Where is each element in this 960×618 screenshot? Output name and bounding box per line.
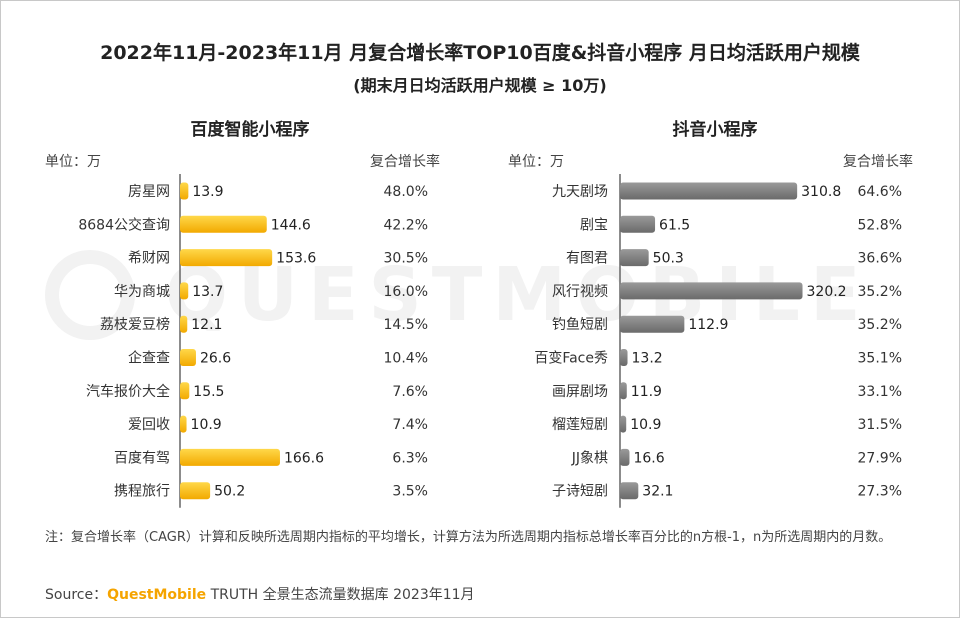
- douyin-value-label: 10.9: [630, 417, 661, 433]
- douyin-category-label: 子诗短剧: [552, 484, 608, 500]
- baidu-panel-title: 百度智能小程序: [190, 120, 310, 140]
- baidu-value-label: 13.9: [192, 184, 223, 200]
- douyin-value-label: 61.5: [659, 217, 690, 233]
- douyin-value-label: 310.8: [801, 184, 841, 200]
- baidu-bar: [180, 249, 273, 267]
- douyin-category-label: 钓鱼短剧: [552, 316, 608, 333]
- douyin-growth-rate: 27.3%: [858, 484, 902, 500]
- baidu-category-label: 房星网: [128, 184, 170, 200]
- douyin-value-label: 16.6: [633, 450, 664, 466]
- douyin-growth-rate: 35.2%: [858, 284, 902, 300]
- baidu-value-label: 144.6: [271, 217, 311, 233]
- douyin-category-label: 风行视频: [552, 284, 608, 300]
- baidu-bar: [180, 415, 187, 433]
- douyin-growth-rate: 35.1%: [858, 351, 902, 367]
- baidu-bar: [180, 448, 280, 466]
- baidu-growth-rate: 42.2%: [384, 217, 428, 233]
- baidu-category-label: 8684公交查询: [78, 216, 170, 233]
- douyin-bar: [620, 315, 685, 333]
- baidu-unit-label: 单位：万: [45, 154, 101, 170]
- baidu-value-label: 10.9: [191, 417, 222, 433]
- baidu-growth-rate: 6.3%: [392, 450, 428, 466]
- douyin-bar: [620, 249, 649, 267]
- douyin-panel-title: 抖音小程序: [672, 120, 758, 140]
- douyin-value-label: 50.3: [653, 251, 684, 267]
- source-prefix: Source：: [45, 587, 108, 603]
- baidu-category-label: 爱回收: [128, 417, 170, 433]
- douyin-bar: [620, 282, 803, 300]
- douyin-bar: [620, 482, 639, 500]
- douyin-bar: [620, 182, 798, 200]
- douyin-category-label: 九天剧场: [552, 184, 608, 200]
- douyin-value-label: 13.2: [632, 351, 663, 367]
- douyin-growth-rate: 27.9%: [858, 450, 902, 466]
- douyin-growth-rate: 33.1%: [858, 384, 902, 400]
- baidu-growth-rate: 30.5%: [384, 251, 428, 267]
- douyin-rate-header: 复合增长率: [843, 154, 913, 170]
- source-brand: QuestMobile: [107, 587, 207, 603]
- baidu-bar: [180, 349, 196, 366]
- baidu-growth-rate: 16.0%: [384, 284, 428, 300]
- douyin-value-label: 32.1: [642, 484, 673, 500]
- baidu-growth-rate: 3.5%: [392, 484, 428, 500]
- baidu-category-label: 汽车报价大全: [86, 383, 170, 400]
- baidu-growth-rate: 7.4%: [392, 417, 428, 433]
- douyin-value-label: 320.2: [807, 284, 847, 300]
- baidu-bar: [180, 382, 190, 400]
- baidu-category-label: 希财网: [128, 251, 170, 267]
- douyin-value-label: 112.9: [688, 317, 728, 333]
- baidu-bar: [180, 282, 189, 300]
- douyin-growth-rate: 36.6%: [858, 251, 902, 267]
- baidu-category-label: 百度有驾: [114, 450, 170, 466]
- baidu-growth-rate: 48.0%: [384, 184, 428, 200]
- douyin-value-label: 11.9: [631, 384, 662, 400]
- baidu-growth-rate: 7.6%: [392, 384, 428, 400]
- baidu-value-label: 26.6: [200, 351, 231, 367]
- douyin-growth-rate: 52.8%: [858, 217, 902, 233]
- baidu-bar: [180, 215, 267, 233]
- douyin-growth-rate: 64.6%: [858, 184, 902, 200]
- baidu-value-label: 12.1: [191, 317, 222, 333]
- chart-subtitle: (期末月日均活跃用户规模 ≥ 10万): [353, 76, 607, 95]
- chart-title: 2022年11月-2023年11月 月复合增长率TOP10百度&抖音小程序 月日…: [100, 42, 860, 64]
- baidu-value-label: 153.6: [276, 251, 316, 267]
- baidu-growth-rate: 10.4%: [384, 351, 428, 367]
- baidu-category-label: 华为商城: [114, 284, 170, 300]
- baidu-growth-rate: 14.5%: [384, 317, 428, 333]
- douyin-unit-label: 单位：万: [508, 154, 564, 170]
- source-line: Source：QuestMobile TRUTH 全景生态流量数据库 2023年…: [45, 584, 475, 604]
- baidu-bar: [180, 315, 188, 333]
- baidu-value-label: 15.5: [193, 384, 224, 400]
- douyin-category-label: 画屏剧场: [552, 384, 608, 400]
- baidu-value-label: 13.7: [192, 284, 223, 300]
- douyin-category-label: JJ象棋: [571, 450, 608, 466]
- douyin-bar: [620, 448, 630, 466]
- baidu-rate-header: 复合增长率: [370, 154, 440, 170]
- douyin-bar: [620, 215, 656, 233]
- source-rest: TRUTH 全景生态流量数据库 2023年11月: [206, 587, 475, 603]
- douyin-bar: [620, 415, 627, 433]
- douyin-bar: [620, 382, 627, 400]
- douyin-category-label: 榴莲短剧: [552, 417, 608, 433]
- douyin-category-label: 剧宝: [580, 217, 608, 233]
- baidu-category-label: 携程旅行: [114, 484, 170, 500]
- baidu-bar: [180, 182, 189, 200]
- baidu-category-label: 企查查: [128, 350, 170, 367]
- footnote: 注：复合增长率（CAGR）计算和反映所选周期内指标的平均增长，计算方法为所选周期…: [45, 530, 892, 545]
- douyin-category-label: 百变Face秀: [534, 351, 608, 367]
- douyin-bar: [620, 349, 628, 366]
- baidu-value-label: 166.6: [284, 450, 324, 466]
- baidu-bar: [180, 482, 211, 500]
- douyin-growth-rate: 31.5%: [858, 417, 902, 433]
- douyin-growth-rate: 35.2%: [858, 317, 902, 333]
- baidu-category-label: 荔枝爱豆榜: [100, 316, 170, 333]
- douyin-category-label: 有图君: [566, 251, 608, 267]
- baidu-value-label: 50.2: [214, 484, 245, 500]
